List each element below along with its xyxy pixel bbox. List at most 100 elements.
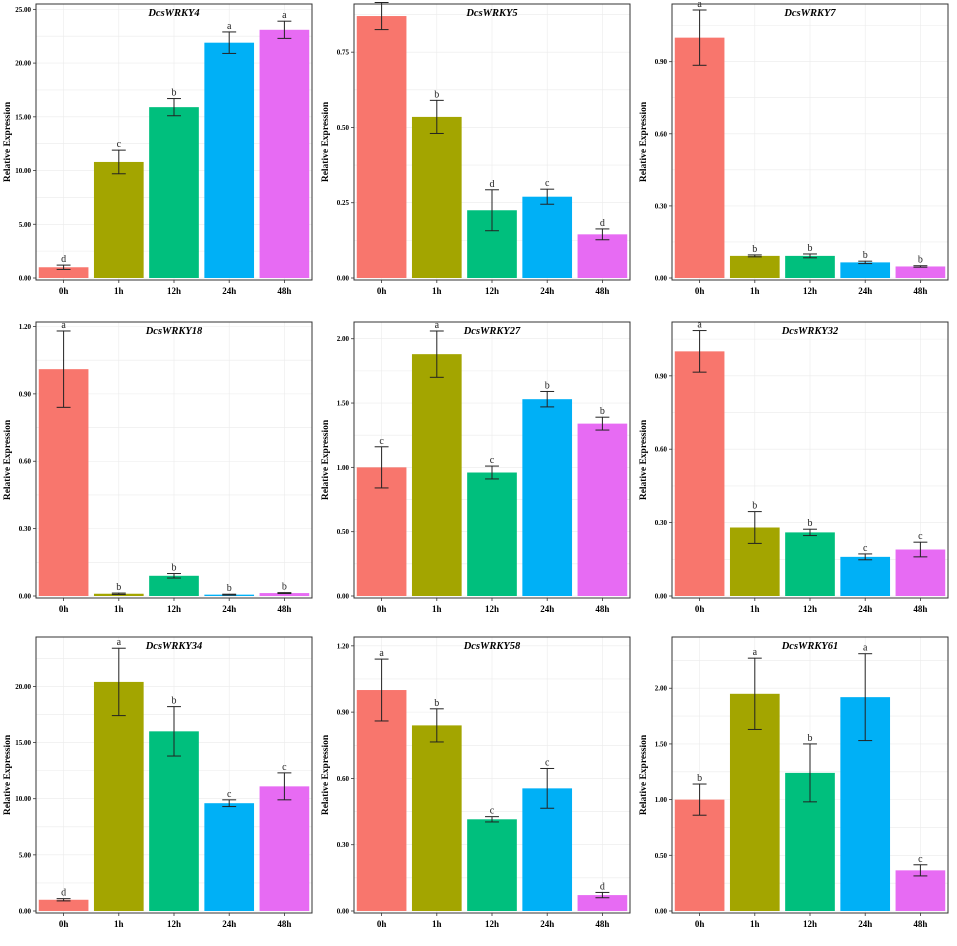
bar-0h	[356, 16, 407, 279]
bar-1h	[93, 681, 144, 911]
significance-letter-48h: b	[600, 406, 605, 417]
x-tick-label-24h: 24h	[540, 919, 554, 929]
y-tick-label: 20.00	[15, 60, 31, 68]
chart-svg: a 0h b 1h b 12h b 24h b 48h 0.00 0.30 0.60 0.90 DcsWRK…	[639, 0, 949, 296]
bar-1h	[729, 255, 780, 278]
bar-1h	[729, 693, 780, 911]
y-tick-label: 0.25	[337, 199, 350, 207]
significance-letter-24h: a	[863, 643, 868, 654]
bar-24h	[840, 556, 891, 596]
x-tick-label-12h: 12h	[803, 604, 817, 614]
significance-letter-0h: a	[61, 320, 66, 331]
significance-letter-0h: b	[697, 773, 702, 784]
x-tick-label-1h: 1h	[432, 286, 442, 296]
x-tick-label-0h: 0h	[59, 604, 69, 614]
chart-panel-dcswrky5: a 0h b 1h d 12h c 24h d 48h 0.00 0.25 0.50 0.75 DcsWRK…	[318, 0, 634, 308]
significance-letter-24h: a	[227, 21, 232, 32]
y-tick-label: 1.00	[655, 796, 668, 804]
significance-letter-12h: b	[808, 733, 813, 744]
chart-title: DcsWRKY34	[145, 641, 203, 652]
x-tick-label-24h: 24h	[222, 604, 236, 614]
x-tick-label-24h: 24h	[858, 286, 872, 296]
chart-svg: a 0h b 1h b 12h b 24h b 48h 0.00 0.30 0.60 0.90 1.20 Dc…	[3, 320, 313, 614]
y-tick-label: 0.30	[655, 202, 668, 210]
bar-24h	[522, 196, 573, 278]
x-tick-label-48h: 48h	[913, 286, 927, 296]
significance-letter-1h: a	[753, 647, 758, 658]
plot-border	[35, 3, 313, 281]
x-tick-label-1h: 1h	[432, 919, 442, 929]
chart-svg: a 0h b 1h d 12h c 24h d 48h 0.00 0.25 0.50 0.75 DcsWRK…	[321, 0, 631, 296]
significance-letter-1h: b	[752, 244, 757, 255]
x-tick-label-48h: 48h	[595, 286, 609, 296]
y-tick-label: 10.00	[15, 795, 31, 803]
bar-0h	[674, 37, 725, 278]
chart-panel-dcswrky34: d 0h a 1h b 12h c 24h c 48h 0.00 5.00 10.00 15.00 20.0…	[0, 633, 316, 941]
chart-svg: d 0h c 1h b 12h a 24h a 48h 0.00 5.00 10.00 15.00 20.0…	[3, 3, 313, 296]
chart-title: DcsWRKY58	[463, 641, 521, 652]
significance-letter-12h: c	[490, 806, 495, 817]
significance-letter-24h: b	[227, 583, 232, 594]
bar-48h	[895, 870, 946, 911]
chart-svg: d 0h a 1h b 12h c 24h c 48h 0.00 5.00 10.00 15.00 20.0…	[3, 636, 313, 929]
x-tick-label-12h: 12h	[803, 286, 817, 296]
chart-panel-dcswrky61: b 0h a 1h b 12h a 24h c 48h 0.00 0.50 1.00 1.50 2.00 Dc…	[636, 633, 952, 941]
bar-48h	[895, 266, 946, 278]
chart-panel-dcswrky4: d 0h c 1h b 12h a 24h a 48h 0.00 5.00 10.00 15.00 20.0…	[0, 0, 316, 308]
significance-letter-0h: a	[379, 0, 384, 2]
y-tick-label: 0.00	[655, 593, 668, 601]
bar-48h	[259, 593, 310, 596]
significance-letter-12h: b	[172, 88, 177, 99]
bar-24h	[204, 803, 255, 911]
significance-letter-1h: b	[116, 582, 121, 593]
significance-letter-24h: c	[545, 757, 550, 768]
y-tick-label: 0.60	[655, 130, 668, 138]
y-tick-label: 0.00	[337, 275, 350, 283]
x-tick-label-48h: 48h	[595, 919, 609, 929]
bar-12h	[467, 472, 517, 596]
chart-title: DcsWRKY4	[147, 8, 199, 19]
significance-letter-0h: c	[379, 436, 384, 447]
y-axis-label: Relative Expression	[3, 419, 13, 500]
x-tick-label-48h: 48h	[277, 286, 291, 296]
x-tick-label-0h: 0h	[59, 919, 69, 929]
y-tick-label: 0.90	[19, 390, 32, 398]
bar-12h	[149, 107, 199, 278]
x-tick-label-1h: 1h	[432, 604, 442, 614]
y-tick-label: 5.00	[19, 221, 32, 229]
x-tick-label-0h: 0h	[695, 604, 705, 614]
y-tick-label: 0.90	[337, 709, 350, 717]
plot-border	[671, 3, 949, 281]
y-tick-label: 15.00	[15, 739, 31, 747]
bar-48h	[259, 29, 310, 278]
significance-letter-1h: a	[435, 320, 440, 331]
significance-letter-48h: b	[918, 255, 923, 266]
bar-12h	[149, 731, 199, 911]
y-axis-label: Relative Expression	[639, 419, 649, 500]
significance-letter-12h: b	[172, 696, 177, 707]
y-axis-label: Relative Expression	[321, 101, 331, 182]
y-tick-label: 0.00	[19, 908, 32, 916]
y-tick-label: 1.50	[655, 740, 668, 748]
chart-title: DcsWRKY18	[145, 326, 203, 337]
significance-letter-48h: d	[600, 881, 605, 892]
chart-title: DcsWRKY27	[463, 326, 521, 337]
significance-letter-0h: a	[379, 648, 384, 659]
y-axis-label: Relative Expression	[321, 734, 331, 815]
bar-24h	[522, 788, 573, 911]
x-tick-label-24h: 24h	[222, 919, 236, 929]
significance-letter-12h: b	[172, 563, 177, 574]
x-tick-label-48h: 48h	[913, 919, 927, 929]
y-tick-label: 15.00	[15, 113, 31, 121]
y-tick-label: 0.60	[337, 775, 350, 783]
plot-border	[353, 321, 631, 599]
chart-title: DcsWRKY61	[781, 641, 839, 652]
chart-title: DcsWRKY7	[783, 8, 836, 19]
significance-letter-48h: c	[918, 854, 923, 865]
y-tick-label: 0.30	[337, 841, 350, 849]
x-tick-label-0h: 0h	[377, 919, 387, 929]
significance-letter-12h: b	[808, 518, 813, 529]
x-tick-label-1h: 1h	[750, 604, 760, 614]
bar-24h	[840, 262, 891, 278]
